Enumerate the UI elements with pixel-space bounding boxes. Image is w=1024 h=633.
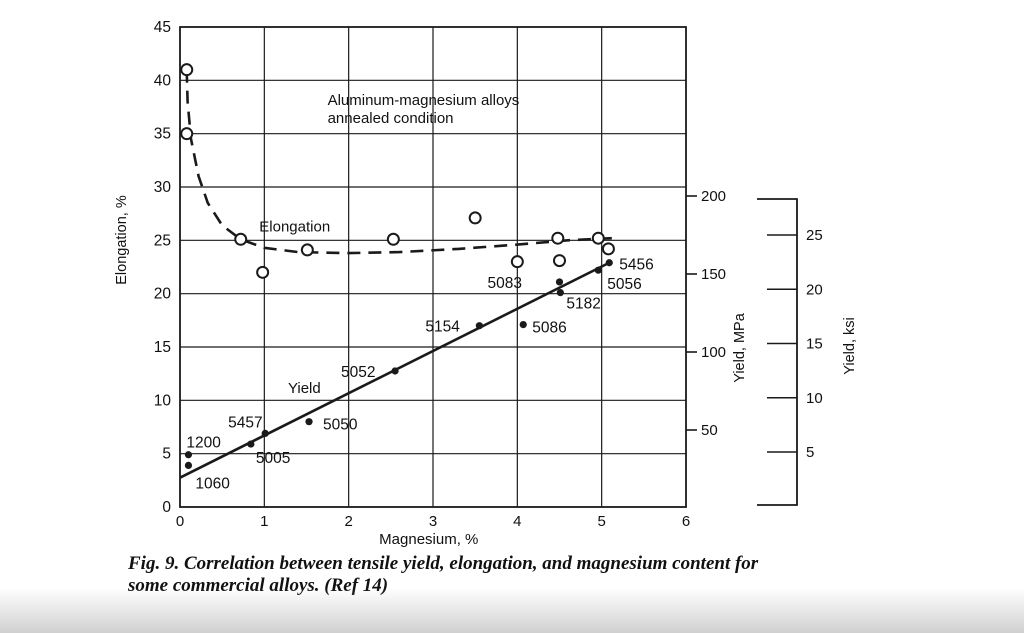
annotation-line-1: Aluminum-magnesium alloys (328, 92, 520, 109)
x-tick-label: 6 (682, 513, 690, 530)
annotation-line-2: annealed condition (328, 110, 454, 127)
elongation-point (591, 231, 605, 245)
figure-caption: Fig. 9. Correlation between tensile yiel… (128, 553, 908, 597)
x-axis-title: Magnesium, % (379, 531, 478, 548)
yield-point (261, 429, 269, 437)
y-left-axis-title: Elongation, % (114, 195, 130, 285)
yield-point (605, 259, 613, 267)
ksi-tick-label: 5 (806, 444, 814, 461)
elongation-point (551, 231, 565, 245)
ksi-tick-label: 25 (806, 227, 823, 244)
x-tick-label: 5 (597, 513, 605, 530)
elongation-point (234, 232, 248, 246)
y-left-tick-label: 25 (154, 232, 171, 249)
caption-line-2: some commercial alloys. (Ref 14) (128, 575, 389, 596)
y-right-ksi-axis-title: Yield, ksi (842, 317, 858, 374)
elongation-point (553, 254, 566, 268)
y-left-tick-label: 20 (154, 286, 172, 303)
alloy-label: 5182 (566, 296, 600, 313)
yield-point (475, 322, 483, 330)
elongation-point (601, 242, 615, 256)
ksi-tick-label: 15 (806, 336, 823, 353)
y-left-tick-label: 35 (154, 126, 171, 143)
mpa-tick-label: 100 (701, 344, 726, 361)
alloy-label: 5050 (323, 417, 358, 434)
elongation-series-label: Elongation (259, 218, 330, 235)
yield-point (391, 367, 399, 375)
yield-point (556, 289, 564, 297)
y-left-tick-label: 45 (154, 19, 171, 36)
alloy-label: 1200 (186, 435, 221, 452)
x-tick-label: 4 (513, 513, 521, 530)
x-tick-label: 1 (260, 513, 268, 530)
yield-point (555, 278, 564, 286)
yield-point (519, 321, 527, 329)
mpa-tick-label: 150 (701, 266, 726, 283)
alloy-label: 1060 (195, 475, 230, 492)
x-tick-label: 0 (176, 513, 184, 530)
elongation-point (256, 265, 270, 279)
yield-point (184, 451, 193, 459)
elongation-point (386, 232, 400, 246)
alloy-label: 5005 (256, 450, 290, 467)
elongation-point (180, 63, 194, 77)
ksi-axis-bracket (757, 198, 798, 506)
elongation-point (510, 255, 524, 269)
plot-border (179, 26, 687, 508)
yield-point (305, 418, 313, 426)
ksi-tick-label: 10 (806, 390, 823, 407)
alloy-label: 5457 (228, 414, 262, 431)
elongation-point (180, 127, 194, 141)
alloy-label: 5456 (619, 257, 653, 274)
alloy-label: 5056 (607, 276, 641, 293)
mpa-tick-label: 50 (701, 422, 718, 439)
alloy-label: 5052 (341, 364, 375, 381)
yield-point (184, 461, 193, 469)
x-tick-label: 2 (344, 513, 352, 530)
y-left-tick-label: 30 (154, 179, 172, 196)
y-right-mpa-axis-title: Yield, MPa (732, 312, 748, 383)
y-left-tick-label: 5 (162, 446, 171, 463)
y-left-tick-label: 10 (154, 392, 172, 409)
y-left-tick-label: 40 (154, 72, 172, 89)
y-left-tick-label: 0 (162, 499, 171, 516)
mpa-tick-label: 200 (701, 188, 726, 205)
alloy-label: 5154 (425, 319, 460, 336)
yield-point (594, 266, 602, 274)
yield-point (247, 440, 255, 448)
y-left-tick-label: 15 (154, 339, 171, 356)
x-tick-label: 3 (429, 513, 437, 530)
alloy-label: 5086 (532, 320, 566, 337)
ksi-tick-label: 20 (806, 281, 823, 298)
yield-series-label: Yield (288, 380, 321, 397)
elongation-point (300, 243, 314, 257)
elongation-point (468, 211, 482, 225)
alloy-label: 5083 (488, 275, 522, 292)
elongation-curve (185, 69, 612, 255)
caption-line-1: Fig. 9. Correlation between tensile yiel… (128, 553, 759, 574)
